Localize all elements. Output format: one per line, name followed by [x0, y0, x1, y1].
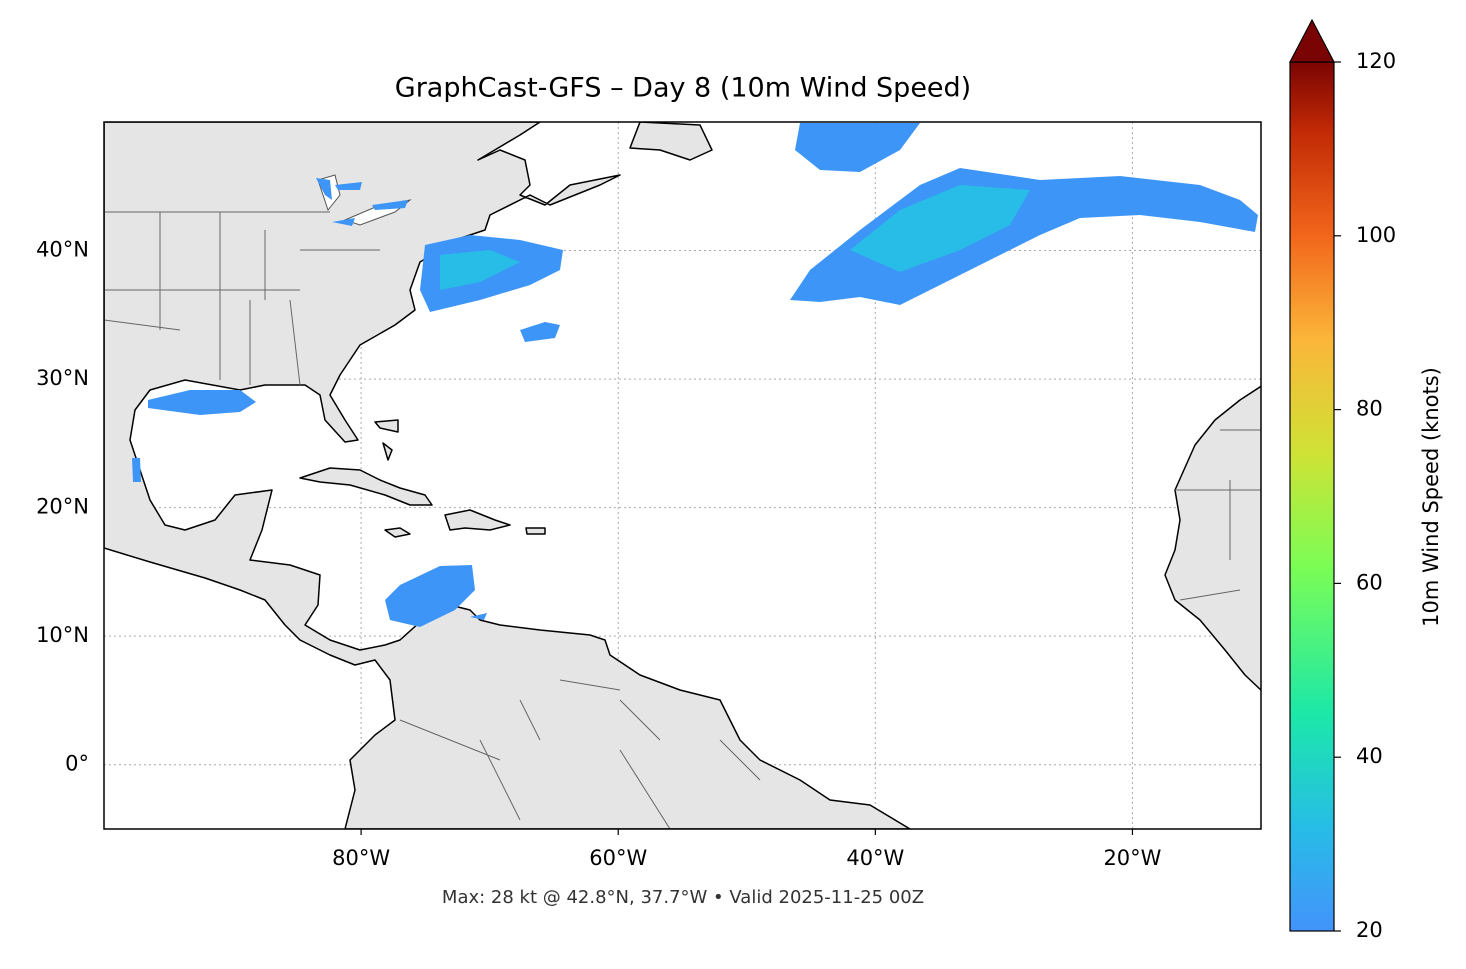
x-tick-label: 20°W: [1103, 846, 1161, 870]
x-tick-label: 40°W: [846, 846, 904, 870]
y-tick-label: 40°N: [36, 238, 89, 262]
map-frame: [103, 121, 1262, 830]
colorbar-tick-label: 100: [1356, 223, 1396, 247]
newfoundland: [629, 122, 713, 161]
jamaica: [384, 527, 411, 538]
subtitle: Max: 28 kt @ 42.8°N, 37.7°W • Valid 2025…: [442, 887, 924, 908]
africa: [1164, 385, 1261, 692]
hispaniola: [444, 509, 511, 531]
colorbar: [1289, 61, 1335, 932]
americas: [104, 122, 911, 829]
colorbar-tick-label: 120: [1356, 49, 1396, 73]
y-tick-label: 30°N: [36, 366, 89, 390]
bahamas: [374, 419, 399, 461]
y-tick-label: 10°N: [36, 623, 89, 647]
puerto-rico: [525, 527, 546, 535]
y-tick-label: 0°: [65, 752, 89, 776]
y-tick-label: 20°N: [36, 495, 89, 519]
map: [104, 122, 1261, 829]
colorbar-tick-label: 20: [1356, 918, 1383, 942]
x-tick-label: 80°W: [332, 846, 390, 870]
colorbar-tick-label: 80: [1356, 397, 1383, 421]
colorbar-tick-label: 40: [1356, 744, 1383, 768]
colorbar-tick-label: 60: [1356, 570, 1383, 594]
cuba: [299, 467, 433, 506]
borders: [104, 211, 1261, 829]
colorbar-label: 10m Wind Speed (knots): [1419, 367, 1443, 627]
x-tick-label: 60°W: [589, 846, 647, 870]
wind-field: [132, 123, 1258, 627]
colorbar-extend: [1289, 18, 1335, 63]
chart-title: GraphCast-GFS – Day 8 (10m Wind Speed): [395, 73, 971, 104]
